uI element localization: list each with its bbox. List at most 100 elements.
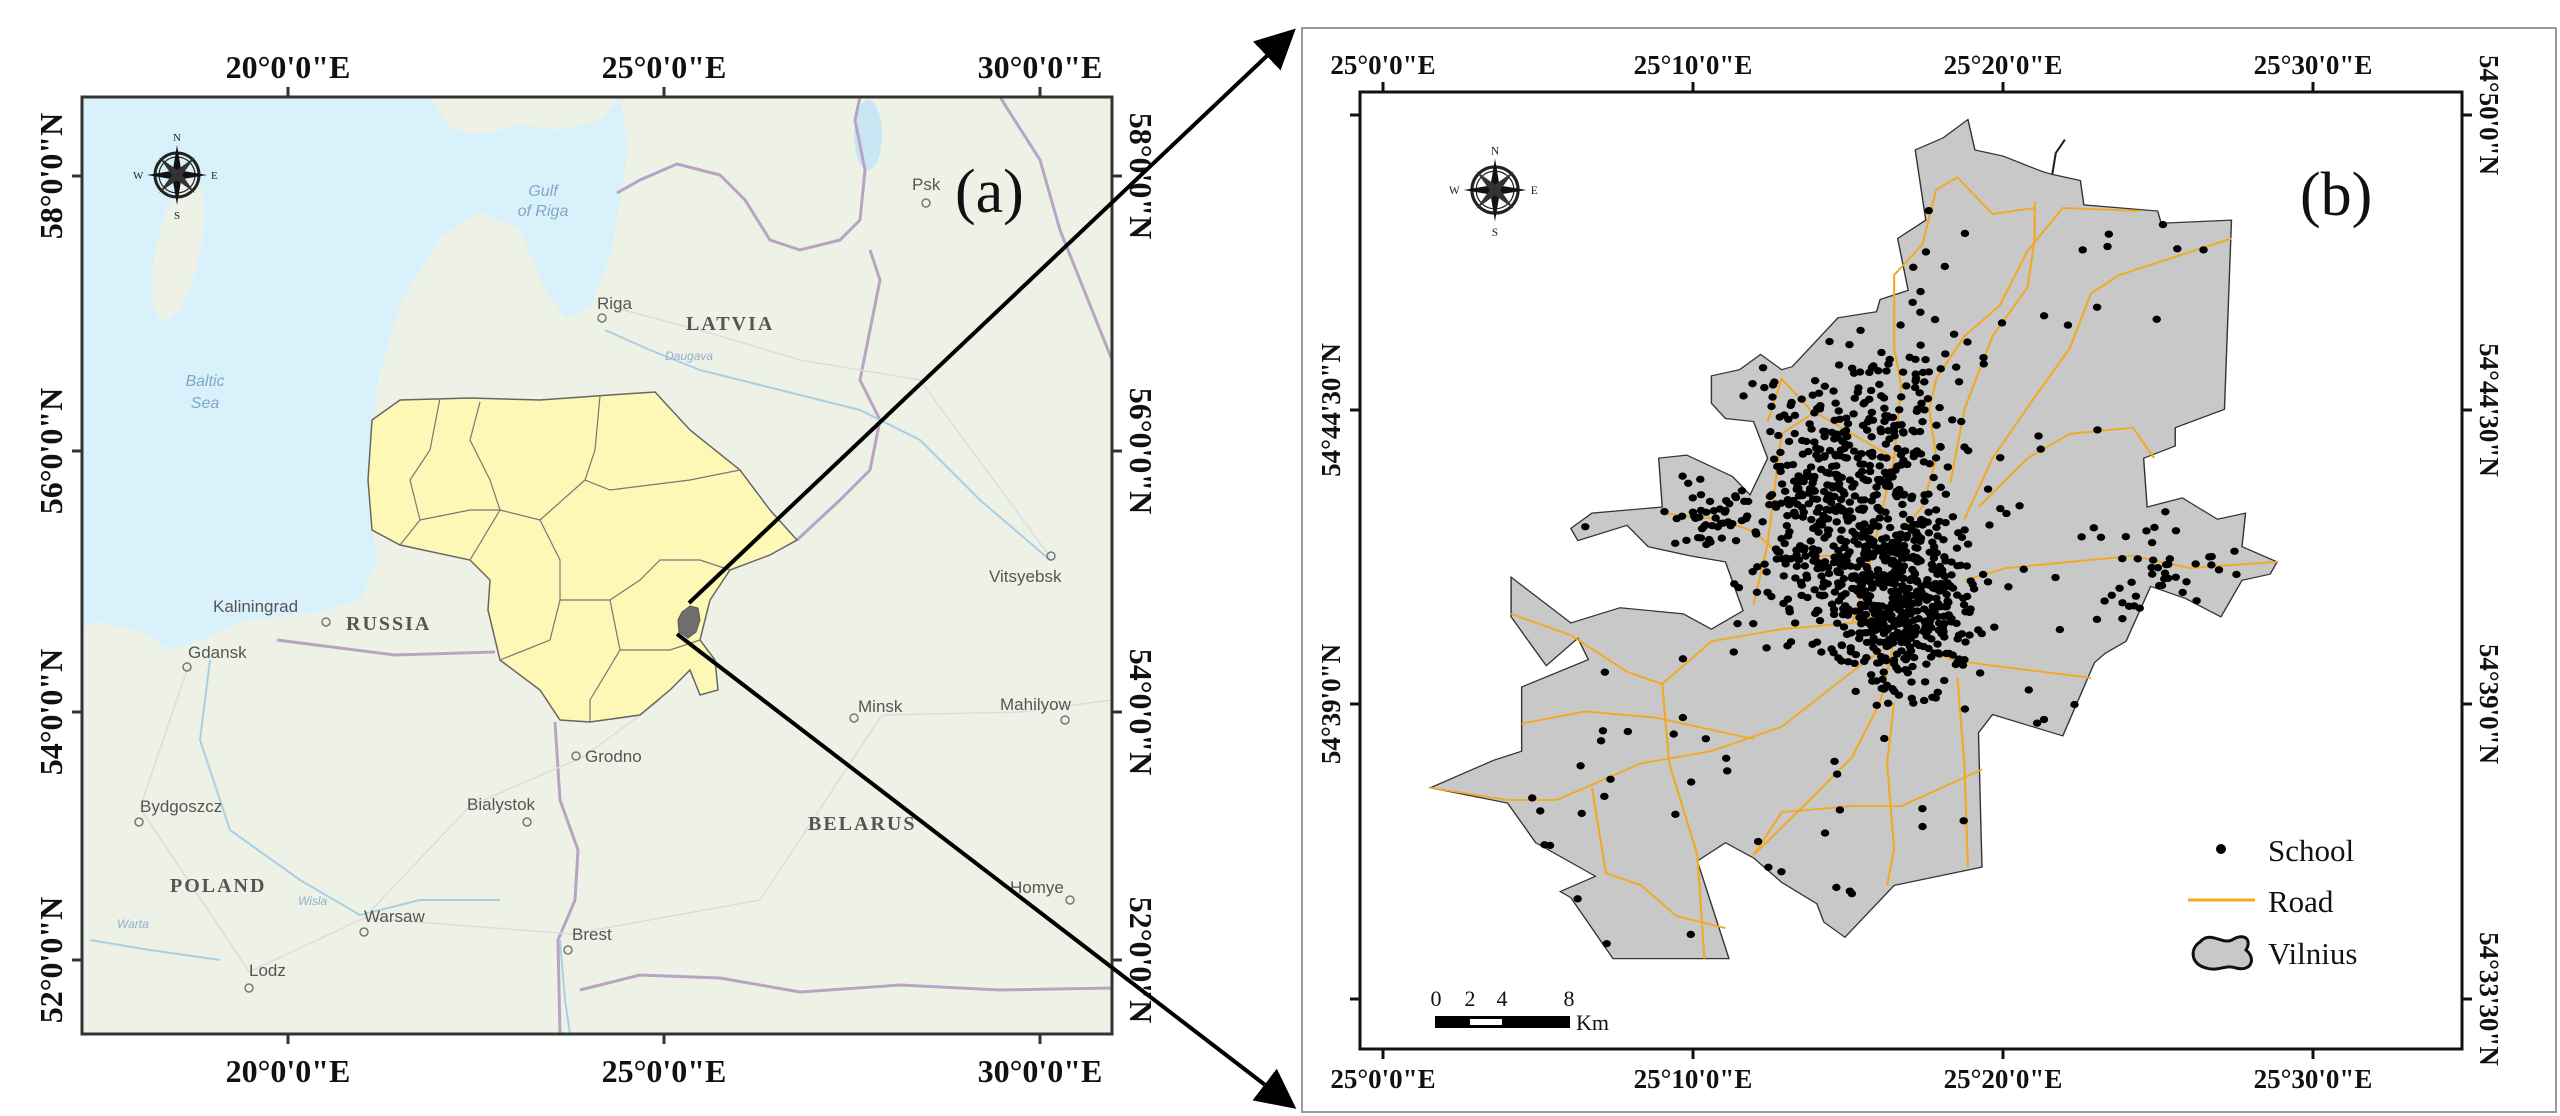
- school-point: [2055, 625, 2065, 634]
- city-label-brest: Brest: [572, 925, 612, 944]
- school-point: [1606, 775, 1615, 783]
- school-point: [1958, 594, 1968, 602]
- school-point: [1932, 549, 1941, 557]
- compass-s: S: [1492, 227, 1498, 239]
- school-point: [1889, 656, 1899, 664]
- school-point: [2157, 581, 2167, 590]
- school-point: [2173, 245, 2182, 253]
- road: [1766, 376, 1895, 459]
- school-point: [1839, 488, 1848, 496]
- school-point: [1935, 602, 1944, 610]
- school-point: [1920, 406, 1929, 414]
- school-point: [1879, 571, 1888, 579]
- school-point: [2118, 615, 2127, 623]
- school-point: [1935, 517, 1944, 526]
- school-point: [1833, 474, 1842, 482]
- school-point: [1954, 655, 1964, 663]
- school-point: [1859, 657, 1869, 666]
- school-point: [1918, 822, 1927, 831]
- school-point: [1933, 688, 1942, 696]
- school-points: [1528, 206, 2241, 948]
- school-point: [1875, 475, 1885, 484]
- school-point: [1686, 930, 1696, 939]
- school-point: [1824, 569, 1834, 578]
- school-point: [1952, 619, 1961, 628]
- school-point: [1840, 562, 1849, 570]
- school-point: [2232, 570, 2241, 579]
- road: [1956, 677, 1969, 868]
- panel-a-lat-labels-left: 58°0'0"N 56°0'0"N 54°0'0"N 52°0'0"N: [33, 113, 69, 1024]
- school-point: [1781, 560, 1790, 568]
- roads: [139, 308, 1112, 973]
- school-point: [1833, 568, 1843, 577]
- school-point: [1910, 383, 1920, 392]
- school-point: [1776, 448, 1785, 457]
- school-point: [1843, 611, 1853, 619]
- school-point: [1739, 392, 1748, 400]
- school-point: [1930, 607, 1939, 616]
- school-point: [2148, 556, 2158, 564]
- school-point: [1903, 669, 1913, 677]
- school-point: [1798, 492, 1807, 500]
- school-point: [1797, 395, 1806, 403]
- school-point: [1882, 454, 1891, 462]
- school-point: [2100, 597, 2109, 605]
- lon-label: 25°0'0"E: [1330, 1064, 1435, 1094]
- school-point: [1623, 727, 1633, 736]
- gulf-of-riga-label-2: of Riga: [518, 203, 569, 220]
- school-point: [1932, 421, 1941, 429]
- school-point: [1896, 451, 1906, 459]
- school-point: [1865, 467, 1875, 476]
- school-point: [1760, 383, 1769, 392]
- city-marker-mahilyow: [1060, 715, 1070, 725]
- school-point: [1904, 606, 1914, 615]
- lat-label: 54°39'0"N: [1316, 643, 1346, 764]
- school-point: [1669, 730, 1678, 738]
- water-labels: Gulf of Riga Baltic Sea Daugava Wisla Wa…: [117, 183, 713, 931]
- road: [1590, 787, 1726, 930]
- country-labels: LATVIA RUSSIA POLAND BELARUS: [170, 313, 914, 897]
- school-point: [1904, 627, 1914, 635]
- school-point: [1834, 407, 1843, 415]
- school-point: [1908, 298, 1917, 307]
- school-point: [1957, 417, 1966, 426]
- lat-label: 54°0'0"N: [1123, 649, 1159, 776]
- school-point: [1885, 523, 1895, 532]
- school-point: [1837, 536, 1846, 545]
- road: [1964, 554, 2278, 582]
- school-point: [2214, 566, 2224, 574]
- school-point: [1974, 626, 1983, 634]
- city-marker-warsaw: [359, 927, 369, 937]
- school-point: [1777, 480, 1787, 488]
- school-point: [1879, 394, 1889, 402]
- lat-label: 54°50'0"N: [2474, 55, 2504, 176]
- school-point: [1962, 562, 1972, 570]
- school-point: [1917, 518, 1926, 527]
- school-point: [1867, 523, 1876, 531]
- school-point: [1862, 638, 1872, 647]
- school-point: [1912, 576, 1921, 585]
- school-point: [1912, 531, 1921, 539]
- school-point: [1670, 539, 1680, 548]
- panel-b-ticks: [1350, 82, 2472, 1059]
- city-labels: Riga Psk Kaliningrad Gdansk Grodno Bydgoszcz B…: [134, 175, 1075, 993]
- lat-label: 54°0'0"N: [33, 649, 69, 776]
- school-point: [1924, 529, 1934, 537]
- school-point: [1686, 778, 1696, 786]
- panel-a-lon-labels-top: 20°0'0"E 25°0'0"E 30°0'0"E: [226, 49, 1103, 85]
- city-marker-kaliningrad: [321, 617, 331, 627]
- school-point: [1911, 377, 1920, 385]
- vilnius-map: [1428, 118, 2279, 960]
- school-point: [1830, 757, 1839, 766]
- school-point: [1682, 536, 1691, 545]
- school-point: [1932, 523, 1941, 532]
- city-marker-brest: [563, 945, 573, 955]
- school-point: [1911, 370, 1920, 378]
- school-point: [1860, 496, 1869, 504]
- school-point: [1930, 315, 1940, 324]
- city-label-homyel: Homye: [1010, 878, 1064, 897]
- school-point: [1705, 497, 1715, 506]
- school-point: [1774, 431, 1783, 440]
- school-point: [1810, 438, 1819, 446]
- lat-label: 56°0'0"N: [33, 388, 69, 515]
